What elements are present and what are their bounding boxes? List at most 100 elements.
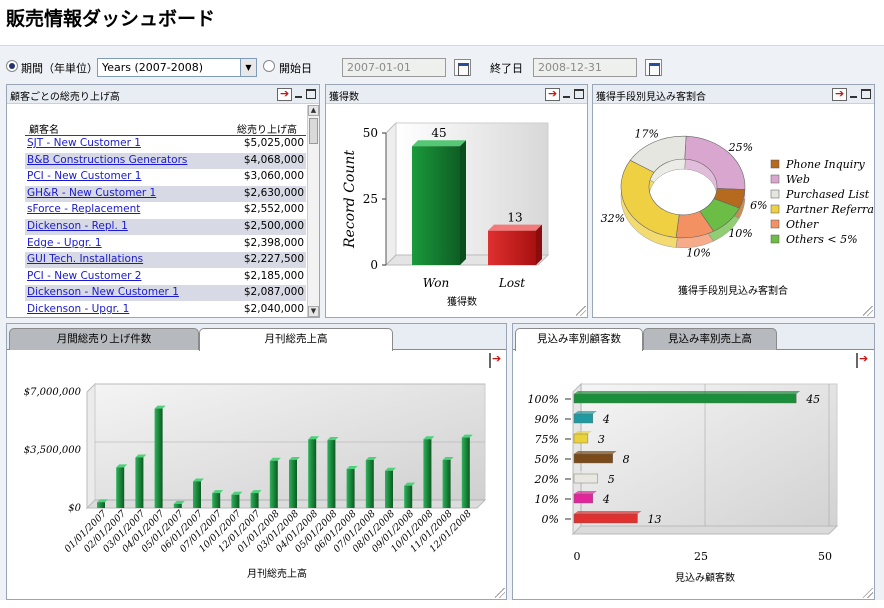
export-icon[interactable]: [277, 87, 292, 101]
data-label: 3: [598, 433, 605, 446]
bar-top: [574, 411, 597, 414]
data-label: 5: [608, 473, 615, 486]
resize-handle[interactable]: [495, 588, 505, 598]
customer-total: $2,500,000: [243, 220, 304, 232]
bar-top: [97, 499, 108, 503]
bar: [442, 459, 451, 508]
customer-link[interactable]: SJT - New Customer 1: [27, 137, 141, 149]
tab-monthly-count[interactable]: 月間総売り上げ件数: [9, 328, 199, 350]
customer-link[interactable]: GH&R - New Customer 1: [27, 186, 157, 199]
legend-swatch: [770, 204, 780, 214]
bar-top: [308, 436, 320, 440]
customer-link[interactable]: B&B Constructions Generators: [27, 153, 188, 166]
table-row: PCI - New Customer 1 $3,060,000: [25, 169, 306, 185]
customer-total: $2,185,000: [243, 269, 304, 282]
end-date-label-text: 終了日: [490, 62, 523, 75]
bar: [573, 453, 613, 464]
bar-top: [442, 456, 454, 460]
chevron-down-icon[interactable]: ▼: [240, 59, 256, 76]
data-label: 4: [602, 413, 610, 426]
end-calendar-icon[interactable]: [645, 59, 662, 76]
bar: [269, 460, 278, 508]
minimize-icon[interactable]: [294, 89, 304, 99]
table-row: B&B Constructions Generators $4,068,000: [25, 152, 306, 169]
bar: [573, 413, 594, 424]
export-icon[interactable]: [856, 353, 858, 368]
y-tick-label: 100%: [528, 393, 559, 406]
bar-top: [574, 431, 592, 434]
customer-link[interactable]: Dickenson - Upgr. 1: [27, 303, 130, 315]
panel-header: 顧客ごとの総売り上げ高: [7, 85, 319, 104]
bar: [289, 459, 297, 508]
minimize-icon[interactable]: [562, 89, 572, 99]
export-icon[interactable]: [832, 87, 847, 101]
customer-link[interactable]: Edge - Upgr. 1: [27, 236, 102, 249]
legend-swatch: [770, 159, 780, 169]
resize-handle[interactable]: [576, 306, 586, 316]
bar-top: [116, 464, 128, 468]
export-icon[interactable]: [489, 353, 491, 368]
x-tick-label: Lost: [498, 276, 525, 290]
legend-label: Phone Inquiry: [785, 158, 866, 171]
customer-link[interactable]: PCI - New Customer 2: [27, 269, 142, 282]
bar: [573, 433, 589, 444]
chart-wall: [86, 382, 96, 510]
tab-monthly-sales[interactable]: 月刊総売上高: [199, 328, 393, 351]
column-header-name[interactable]: 顧客名: [29, 125, 59, 136]
tab-probability-count[interactable]: 見込み率別顧客数: [515, 328, 643, 351]
customer-link[interactable]: Dickenson - New Customer 1: [27, 286, 179, 299]
won-lost-panel: 獲得数 0 25 50 Record Count 45 Won 13 Lost 獲得数: [325, 84, 588, 318]
bar-top: [461, 434, 473, 438]
customer-link[interactable]: PCI - New Customer 1: [27, 170, 142, 183]
resize-handle[interactable]: [863, 306, 873, 316]
customer-total: $2,087,000: [243, 286, 304, 299]
maximize-icon[interactable]: [574, 89, 584, 99]
start-date-radio[interactable]: [263, 60, 275, 72]
bar: [573, 513, 638, 524]
y-tick-label: 75%: [535, 433, 559, 446]
data-label: 13: [507, 211, 522, 225]
scroll-thumb[interactable]: [309, 118, 318, 144]
customer-link[interactable]: sForce - Replacement: [27, 203, 141, 216]
column-header-total[interactable]: 総売り上げ高: [237, 125, 297, 136]
resize-handle[interactable]: [863, 588, 873, 598]
bar: [573, 473, 598, 484]
slice-label: 25%: [728, 141, 753, 154]
bar-top: [423, 436, 435, 440]
start-calendar-icon[interactable]: [454, 59, 471, 76]
maximize-icon[interactable]: [861, 89, 871, 99]
scroll-up-icon[interactable]: ▲: [308, 105, 319, 116]
table-scrollbar[interactable]: ▲ ▼: [307, 105, 319, 317]
start-date-field[interactable]: 2007-01-01: [342, 58, 446, 77]
period-select[interactable]: Years (2007-2008) ▼: [97, 58, 257, 77]
customer-total: $2,398,000: [243, 236, 304, 249]
bar-top: [173, 500, 185, 504]
panel-title: 獲得手段別見込み客割合: [596, 92, 706, 103]
bar: [346, 469, 355, 508]
bar-top: [412, 140, 466, 147]
minimize-icon[interactable]: [849, 89, 859, 99]
end-date-field[interactable]: 2008-12-31: [533, 58, 637, 77]
period-radio[interactable]: [6, 60, 18, 72]
maximize-icon[interactable]: [306, 89, 316, 99]
legend-label: Other: [786, 218, 819, 231]
bar: [135, 457, 144, 508]
bar-top: [212, 490, 224, 494]
customer-link[interactable]: GUI Tech. Installations: [27, 253, 144, 266]
legend-swatch: [770, 219, 780, 229]
customer-total: $2,040,000: [243, 303, 304, 315]
customer-link[interactable]: Dickenson - Repl. 1: [27, 220, 128, 232]
legend-label: Partner Referral: [785, 203, 874, 216]
bar-top: [574, 491, 597, 494]
lead-source-panel: 獲得手段別見込み客割合 25% 6% 10% 10% 32% 17% Phone Inqui…: [592, 84, 875, 318]
tab-probability-sales[interactable]: 見込み率別売上高: [643, 328, 777, 350]
bar-top: [135, 454, 147, 458]
table-row: GUI Tech. Installations $2,227,500: [25, 252, 306, 269]
bar-top: [404, 482, 416, 486]
bar-top: [574, 511, 642, 514]
y-tick-label: 50%: [535, 453, 559, 466]
bar: [573, 393, 797, 404]
customer-total: $4,068,000: [243, 153, 304, 166]
scroll-down-icon[interactable]: ▼: [308, 306, 319, 317]
export-icon[interactable]: [545, 87, 560, 101]
